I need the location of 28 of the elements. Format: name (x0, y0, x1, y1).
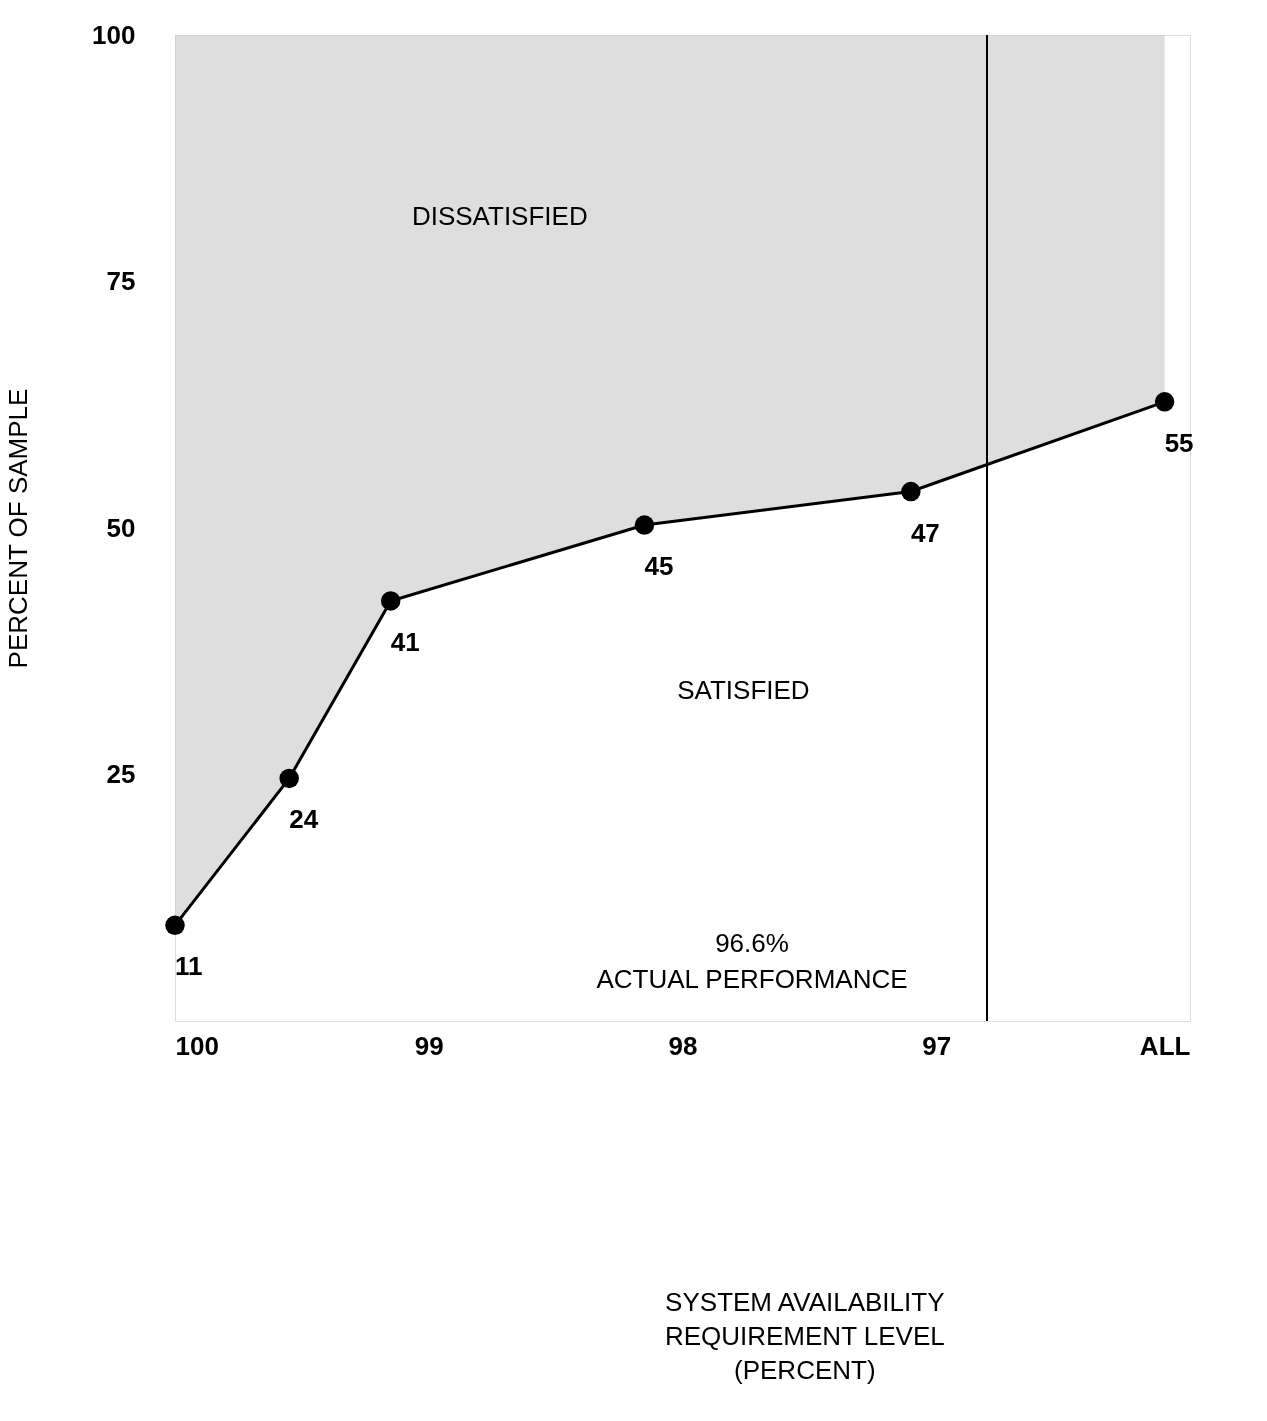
point (165, 915, 185, 936)
point (901, 481, 921, 502)
point (1154, 392, 1175, 412)
point (380, 591, 401, 611)
ref-line-label: 96.6% ACTUAL PERFORMANCE (596, 928, 908, 994)
annotation: DISSATISFIED (411, 201, 588, 232)
x-tick-label: 98 (668, 1030, 698, 1061)
point (279, 768, 299, 789)
point (634, 515, 655, 535)
y-tick-label: 75 (106, 266, 136, 296)
x-tick-label: 97 (922, 1030, 952, 1061)
annotation: 24 (289, 804, 319, 835)
annotation: 45 (644, 551, 674, 582)
annotation: 41 (390, 626, 420, 657)
y-tick-label: 100 (92, 19, 136, 50)
annotation: 55 (1164, 427, 1194, 458)
y-axis-title: PERCENT OF SAMPLE (3, 388, 34, 669)
x-tick-label: 100 (175, 1030, 219, 1061)
text: SYSTEM AVAILABILITY (665, 1286, 945, 1317)
x-tick-label: ALL (1139, 1030, 1191, 1061)
text: (PERCENT) (734, 1354, 876, 1385)
text: REQUIREMENT LEVEL (664, 1320, 945, 1351)
x-tick-label: 99 (414, 1030, 444, 1061)
annotation: 11 (175, 951, 203, 982)
annotation: 47 (910, 517, 940, 548)
annotation: SATISFIED (677, 674, 810, 705)
y-tick-label: 25 (106, 759, 136, 789)
y-tick-label: 50 (106, 512, 136, 543)
